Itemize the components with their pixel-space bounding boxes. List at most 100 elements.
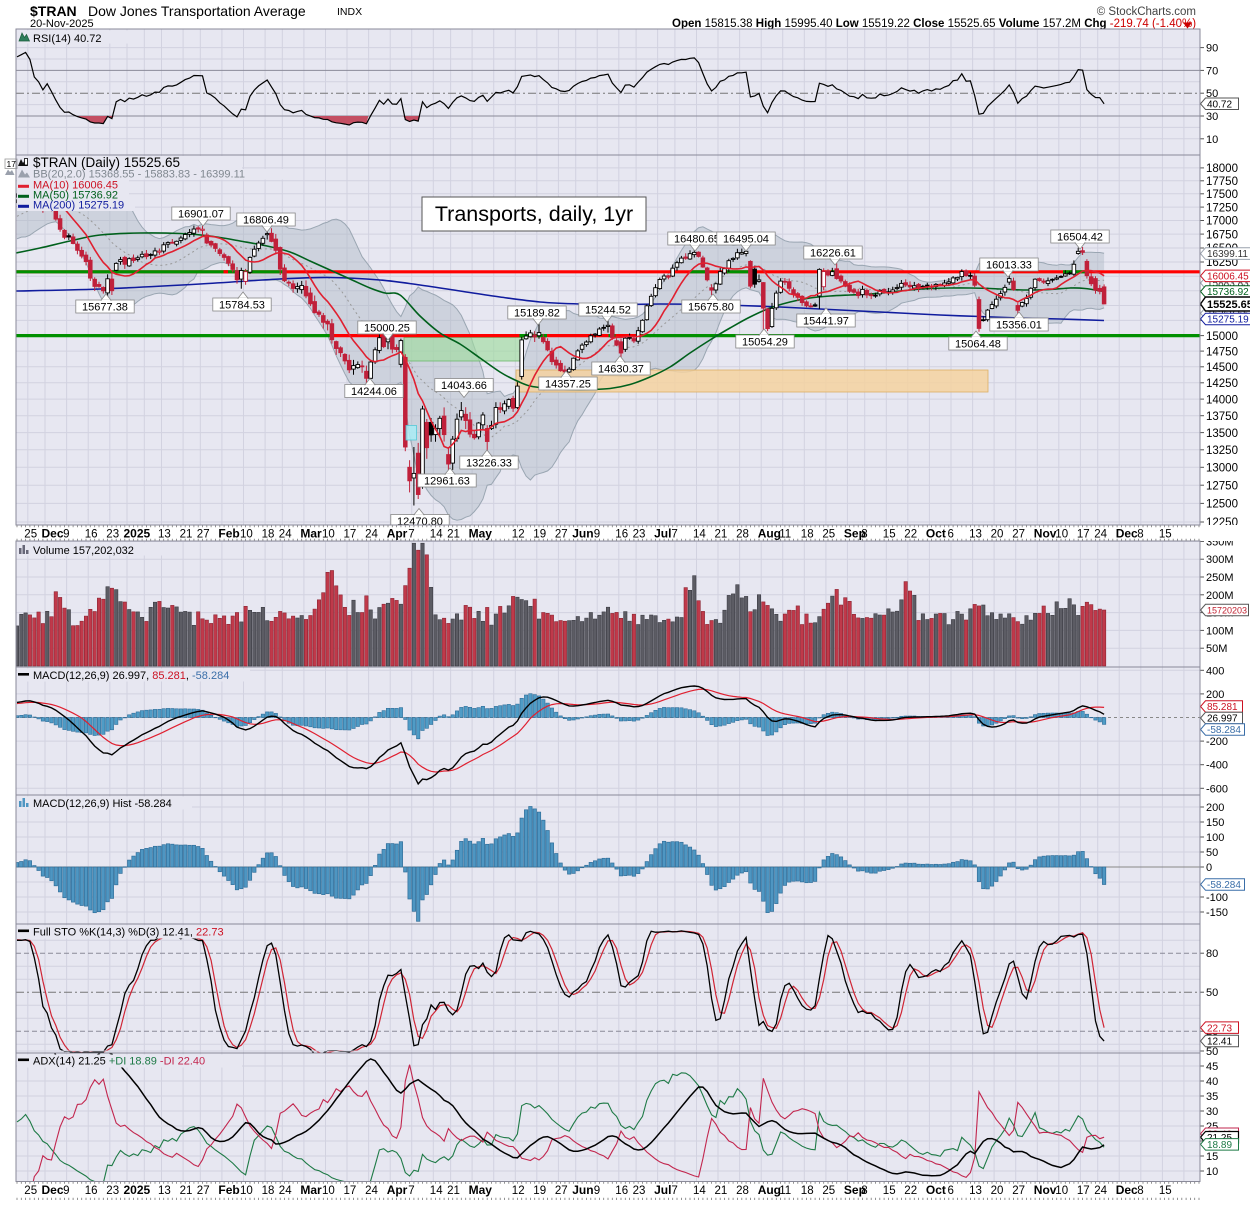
svg-text:20-Nov-2025: 20-Nov-2025 — [30, 18, 94, 30]
svg-text:23: 23 — [633, 529, 646, 541]
svg-text:27: 27 — [1012, 529, 1025, 541]
svg-text:17: 17 — [344, 529, 357, 541]
svg-text:8: 8 — [1137, 1185, 1143, 1197]
svg-text:Full STO %K(14,3) %D(3) 12.41,: Full STO %K(14,3) %D(3) 12.41, 22.73 — [33, 927, 224, 939]
svg-text:45: 45 — [1206, 1061, 1218, 1073]
svg-text:Aug: Aug — [758, 527, 781, 541]
svg-text:Oct: Oct — [926, 1183, 946, 1197]
svg-text:Transports, daily, 1yr: Transports, daily, 1yr — [435, 202, 633, 226]
svg-text:23: 23 — [106, 529, 119, 541]
svg-text:-100: -100 — [1206, 892, 1228, 904]
svg-text:16: 16 — [85, 529, 98, 541]
svg-text:400: 400 — [1206, 665, 1224, 677]
svg-text:28: 28 — [736, 529, 749, 541]
svg-text:50: 50 — [1206, 987, 1218, 999]
svg-text:9: 9 — [63, 529, 69, 541]
svg-text:13: 13 — [969, 529, 982, 541]
svg-text:14244.06: 14244.06 — [351, 386, 397, 398]
svg-text:13226.33: 13226.33 — [466, 457, 512, 469]
svg-text:30: 30 — [1206, 111, 1218, 123]
svg-text:18: 18 — [801, 529, 814, 541]
svg-text:8: 8 — [861, 1185, 867, 1197]
svg-text:Mar: Mar — [300, 1183, 322, 1197]
svg-text:Nov: Nov — [1034, 1183, 1057, 1197]
svg-text:15784.53: 15784.53 — [219, 299, 265, 311]
svg-text:23: 23 — [106, 1185, 119, 1197]
svg-text:INDX: INDX — [337, 6, 362, 18]
svg-text:20: 20 — [991, 1185, 1004, 1197]
svg-text:18: 18 — [801, 1185, 814, 1197]
svg-text:40.72: 40.72 — [1207, 99, 1232, 110]
svg-text:Dec: Dec — [1116, 527, 1138, 541]
svg-text:70: 70 — [1206, 65, 1218, 77]
svg-text:12: 12 — [512, 529, 525, 541]
svg-text:80: 80 — [1206, 948, 1218, 960]
svg-text:10: 10 — [1206, 134, 1218, 146]
svg-text:$TRAN: $TRAN — [30, 3, 77, 19]
svg-text:May: May — [469, 1183, 493, 1197]
svg-text:7: 7 — [408, 529, 414, 541]
svg-text:15275.19: 15275.19 — [1207, 315, 1249, 326]
svg-text:14043.66: 14043.66 — [441, 380, 487, 392]
svg-text:27: 27 — [555, 529, 568, 541]
svg-text:-200: -200 — [1206, 736, 1228, 748]
svg-text:Aug: Aug — [758, 1183, 781, 1197]
svg-text:13250: 13250 — [1206, 445, 1238, 457]
svg-text:19: 19 — [533, 1185, 546, 1197]
svg-text:14250: 14250 — [1206, 378, 1238, 390]
svg-text:16806.49: 16806.49 — [243, 214, 289, 226]
svg-text:22: 22 — [904, 1185, 917, 1197]
svg-text:10: 10 — [1206, 1166, 1218, 1178]
svg-text:17: 17 — [1077, 529, 1090, 541]
svg-text:Jun: Jun — [572, 1183, 593, 1197]
svg-text:15675.80: 15675.80 — [688, 301, 734, 313]
svg-text:MA(50) 15736.92: MA(50) 15736.92 — [33, 190, 118, 202]
svg-text:15736.92: 15736.92 — [1207, 287, 1249, 298]
svg-text:-600: -600 — [1206, 783, 1228, 795]
svg-text:25: 25 — [822, 1185, 835, 1197]
svg-text:MA(200) 15275.19: MA(200) 15275.19 — [33, 200, 124, 212]
svg-text:14: 14 — [693, 529, 706, 541]
svg-text:15720203: 15720203 — [1207, 605, 1247, 615]
svg-text:10: 10 — [1055, 1185, 1068, 1197]
svg-text:15441.97: 15441.97 — [803, 315, 849, 327]
svg-text:Dec: Dec — [1116, 1183, 1138, 1197]
svg-text:9: 9 — [63, 1185, 69, 1197]
svg-text:90: 90 — [1206, 43, 1218, 55]
svg-text:0: 0 — [1206, 862, 1212, 874]
svg-text:24: 24 — [365, 529, 378, 541]
svg-text:22.73: 22.73 — [1207, 1023, 1232, 1034]
svg-text:30: 30 — [1206, 1106, 1218, 1118]
svg-text:12500: 12500 — [1206, 499, 1238, 511]
svg-text:7: 7 — [408, 1185, 414, 1197]
svg-text:16250: 16250 — [1206, 257, 1238, 269]
svg-text:BB(20,2.0) 15368.55 - 15883.83: BB(20,2.0) 15368.55 - 15883.83 - 16399.1… — [33, 169, 245, 181]
svg-text:13000: 13000 — [1206, 463, 1238, 475]
svg-text:15000: 15000 — [1206, 331, 1238, 343]
svg-text:$TRAN (Daily) 15525.65: $TRAN (Daily) 15525.65 — [33, 155, 180, 170]
svg-text:13: 13 — [158, 529, 171, 541]
svg-text:14500: 14500 — [1206, 362, 1238, 374]
svg-text:21: 21 — [447, 529, 460, 541]
svg-text:-400: -400 — [1206, 760, 1228, 772]
svg-text:17: 17 — [1077, 1185, 1090, 1197]
svg-text:15677.38: 15677.38 — [82, 301, 128, 313]
svg-text:14750: 14750 — [1206, 346, 1238, 358]
svg-text:35: 35 — [1206, 1091, 1218, 1103]
svg-text:2025: 2025 — [124, 527, 151, 541]
svg-text:150: 150 — [1206, 817, 1224, 829]
svg-text:14: 14 — [430, 529, 443, 541]
svg-text:21: 21 — [715, 1185, 728, 1197]
svg-text:50: 50 — [1206, 1046, 1218, 1058]
svg-text:21: 21 — [180, 529, 193, 541]
svg-text:12750: 12750 — [1206, 480, 1238, 492]
svg-text:10: 10 — [240, 1185, 253, 1197]
svg-text:18000: 18000 — [1206, 163, 1238, 175]
svg-text:Dec: Dec — [42, 527, 64, 541]
svg-text:85.281: 85.281 — [1207, 702, 1238, 713]
svg-text:Jul: Jul — [654, 527, 671, 541]
svg-text:27: 27 — [197, 1185, 210, 1197]
svg-text:24: 24 — [279, 529, 292, 541]
svg-text:18.89: 18.89 — [1207, 1140, 1232, 1151]
svg-text:MA(10) 16006.45: MA(10) 16006.45 — [33, 180, 118, 192]
